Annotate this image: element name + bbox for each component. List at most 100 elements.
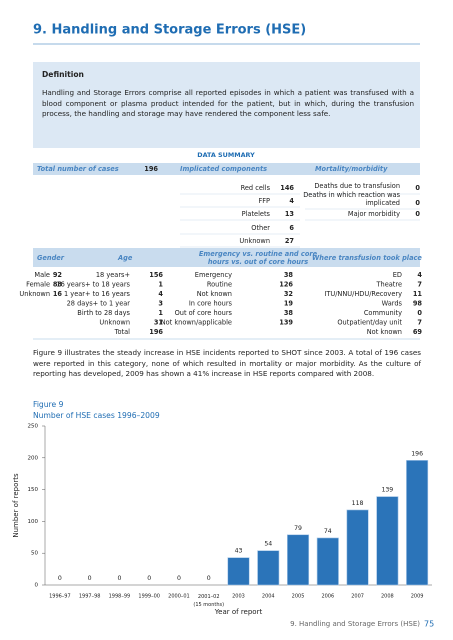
row-label: Not known	[197, 290, 232, 298]
page-title: 9. Handling and Storage Errors (HSE)	[33, 23, 306, 38]
row-label: Unknown	[19, 290, 50, 298]
summary-title-bar	[33, 148, 420, 161]
value-label: 0	[88, 575, 92, 582]
row-value: 19	[284, 300, 294, 308]
row-label: Unknown	[239, 237, 270, 245]
row-value: 69	[413, 328, 423, 336]
body-text: Figure 9 illustrates the steady increase…	[33, 348, 421, 379]
x-tick-label: 2004	[262, 594, 275, 600]
summary-header: Emergency vs. routine and core hours vs. …	[199, 250, 318, 266]
value-label: 0	[177, 575, 181, 582]
row-value: 4	[289, 197, 294, 205]
row-value: 0	[417, 309, 422, 317]
row-label: Unknown	[99, 319, 130, 327]
value-label: 0	[58, 575, 62, 582]
value-label: 0	[117, 575, 121, 582]
row-value: 32	[284, 290, 294, 298]
x-tick-label: 1997–98	[79, 594, 101, 600]
row-value: 4	[417, 271, 422, 279]
x-tick-label: 2005	[292, 594, 305, 600]
value-label: 54	[264, 541, 272, 548]
row-value: 3	[158, 300, 163, 308]
row-value: 11	[413, 290, 423, 298]
row-label: 1 year+ to 16 years	[64, 290, 131, 298]
row-value: 139	[279, 319, 293, 327]
text-line: 2001–02	[198, 594, 220, 600]
row-label: 28 days+ to 1 year	[67, 300, 131, 308]
definition-box	[33, 62, 420, 149]
y-tick-label: 250	[28, 424, 39, 430]
row-value: 27	[285, 237, 295, 245]
figure-title: Figure 9	[33, 400, 64, 409]
footer-text: 9. Handling and Storage Errors (HSE)	[290, 620, 420, 628]
text-line: Deaths in which reaction was	[303, 191, 400, 199]
row-label: Emergency	[195, 271, 232, 279]
row-label: Community	[364, 309, 402, 317]
row-value: 98	[413, 300, 423, 308]
row-label: Theatre	[375, 281, 402, 289]
row-label: Outpatient/day unit	[337, 319, 402, 327]
value-label: 139	[381, 487, 393, 494]
x-tick-label: 2006	[321, 594, 334, 600]
row-label: Total	[114, 328, 131, 336]
value-label: 79	[294, 525, 302, 532]
row-label: Routine	[207, 281, 232, 289]
x-tick-label: 2007	[351, 594, 364, 600]
summary-header-row	[33, 163, 420, 175]
row-label: 16 years+ to 18 years	[56, 281, 130, 289]
x-tick-label: 2001–02 (15 months)	[193, 594, 224, 608]
row-value: 38	[284, 309, 294, 317]
row-value: 6	[289, 224, 294, 232]
bar	[346, 509, 369, 586]
value-label: 0	[147, 575, 151, 582]
value-label: 43	[235, 548, 243, 555]
row-value: 16	[53, 290, 63, 298]
x-tick-label: 1998–99	[109, 594, 131, 600]
row-value: 88	[53, 281, 63, 289]
page-number: 75	[424, 620, 434, 629]
value-label: 0	[207, 575, 211, 582]
x-tick-label: 1999–00	[138, 594, 160, 600]
y-tick-label: 150	[28, 487, 39, 493]
row-label: Deaths in which reaction was implicated	[303, 191, 400, 207]
row-value: 92	[53, 271, 63, 279]
row-label: Other	[251, 224, 270, 232]
row-label: ED	[393, 271, 402, 279]
y-tick-label: 200	[28, 455, 39, 461]
summary-title: DATA SUMMARY	[197, 151, 255, 159]
row-value: 38	[284, 271, 294, 279]
bar	[376, 496, 399, 586]
row-label: Out of core hours	[175, 309, 233, 317]
row-label: 18 years+	[96, 271, 130, 279]
row-label: Deaths due to transfusion	[314, 182, 400, 190]
value-label: 74	[324, 528, 332, 535]
row-value: 0	[415, 199, 420, 207]
row-value: 0	[415, 184, 420, 192]
row-value: 31	[154, 319, 164, 327]
text-line: Emergency vs. routine and core	[199, 250, 318, 258]
x-axis-label: Year of report	[214, 608, 263, 616]
row-label: Male	[34, 271, 50, 279]
row-value: 126	[279, 281, 293, 289]
row-label: Major morbidity	[348, 210, 400, 218]
text-line: implicated	[365, 199, 400, 207]
x-tick-label: 2000–01	[168, 594, 190, 600]
row-label: In core hours	[189, 300, 233, 308]
row-label: Wards	[382, 300, 403, 308]
row-value: 7	[417, 319, 422, 327]
row-value: 1	[158, 309, 163, 317]
row-label: FFP	[258, 197, 270, 205]
row-value: 146	[280, 184, 294, 192]
bar	[316, 537, 339, 586]
summary-header: Gender	[37, 254, 65, 262]
y-tick-label: 50	[31, 551, 38, 557]
value-label: 118	[352, 500, 364, 507]
row-value: 156	[149, 271, 163, 279]
value-label: 196	[411, 450, 423, 457]
x-tick-label: 1996–97	[49, 594, 71, 600]
text-line: (15 months)	[193, 602, 224, 608]
summary-header: Where transfusion took place	[312, 254, 422, 262]
row-label: Not known/applicable	[161, 319, 232, 327]
row-value: 0	[415, 210, 420, 218]
